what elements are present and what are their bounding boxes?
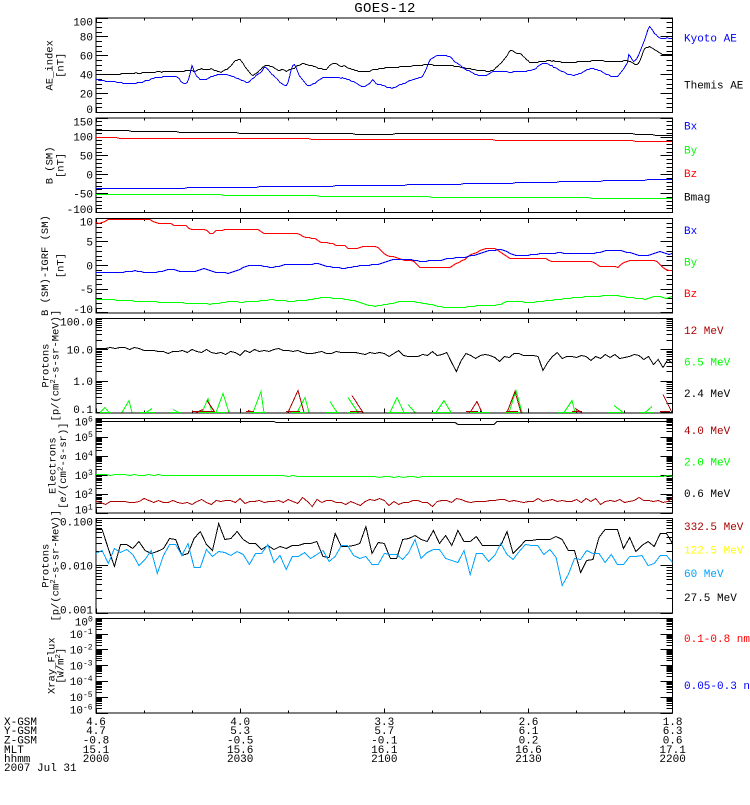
svg-text:B (SM): B (SM) — [45, 146, 57, 184]
svg-text:4.0: 4.0 — [230, 717, 250, 729]
svg-text:4.7: 4.7 — [86, 726, 106, 738]
svg-text:Y-GSM: Y-GSM — [4, 726, 37, 738]
svg-text:100: 100 — [73, 133, 93, 145]
svg-text:0.100: 0.100 — [60, 518, 93, 530]
svg-text:17.1: 17.1 — [659, 745, 686, 757]
svg-text:0.2: 0.2 — [519, 736, 539, 748]
svg-text:Z-GSM: Z-GSM — [4, 736, 37, 748]
svg-text:[nT]: [nT] — [56, 53, 68, 78]
svg-text:2030: 2030 — [227, 754, 253, 766]
svg-text:Bx: Bx — [684, 122, 698, 134]
svg-text:3.3: 3.3 — [374, 717, 394, 729]
svg-text:[p/(cm2​-s-sr-MeV)]: [p/(cm2​-s-sr-MeV)] — [50, 310, 63, 422]
svg-text:2100: 2100 — [371, 754, 397, 766]
svg-text:[p/(cm2​-s-sr-MeV)]: [p/(cm2​-s-sr-MeV)] — [50, 510, 63, 622]
svg-text:15.6: 15.6 — [227, 745, 253, 757]
svg-text:Kyoto AE: Kyoto AE — [684, 33, 737, 45]
svg-text:Protons: Protons — [40, 544, 52, 588]
svg-text:0.001: 0.001 — [60, 605, 93, 617]
svg-text:-100: -100 — [67, 205, 93, 217]
svg-text:0: 0 — [86, 171, 93, 183]
svg-text:0.05-0.3 nm: 0.05-0.3 nm — [684, 681, 750, 693]
svg-text:Bz: Bz — [684, 169, 697, 181]
svg-text:Themis AE: Themis AE — [684, 81, 744, 93]
svg-text:20: 20 — [80, 89, 93, 101]
svg-text:GOES-12: GOES-12 — [354, 1, 416, 17]
svg-text:0.6: 0.6 — [663, 736, 683, 748]
svg-text:16.1: 16.1 — [371, 745, 398, 757]
svg-text:AE_index: AE_index — [45, 40, 57, 90]
svg-text:332.5 MeV: 332.5 MeV — [684, 522, 744, 534]
svg-text:1.8: 1.8 — [663, 717, 683, 729]
svg-text:0: 0 — [86, 105, 93, 117]
svg-text:B (SM)-IGRF (SM): B (SM)-IGRF (SM) — [40, 215, 52, 316]
svg-text:0.1-0.8 nm: 0.1-0.8 nm — [684, 634, 750, 646]
svg-text:0.6 MeV: 0.6 MeV — [684, 489, 731, 501]
svg-text:4.0 MeV: 4.0 MeV — [684, 426, 731, 438]
svg-text:MLT: MLT — [4, 745, 24, 757]
svg-text:16.6: 16.6 — [515, 745, 541, 757]
svg-text:60: 60 — [80, 52, 93, 64]
svg-text:0.010: 0.010 — [60, 561, 93, 573]
svg-text:6.3: 6.3 — [663, 726, 683, 738]
svg-text:Bmag: Bmag — [684, 193, 710, 205]
svg-text:[e/(cm2​-s-sr)]: [e/(cm2​-s-sr)] — [58, 422, 71, 508]
svg-text:0.1: 0.1 — [73, 405, 93, 417]
svg-text:27.5 MeV: 27.5 MeV — [684, 593, 737, 605]
svg-text:4.6: 4.6 — [86, 717, 106, 729]
svg-text:By: By — [684, 257, 698, 269]
svg-text:Protons: Protons — [40, 344, 52, 388]
svg-text:40: 40 — [80, 71, 93, 83]
svg-text:10.0: 10.0 — [67, 346, 93, 358]
svg-text:2200: 2200 — [659, 754, 685, 766]
svg-text:12 MeV: 12 MeV — [684, 326, 724, 338]
svg-text:2007 Jul 31: 2007 Jul 31 — [4, 763, 77, 775]
svg-text:122.5 MeV: 122.5 MeV — [684, 546, 744, 558]
svg-text:[nT]: [nT] — [56, 153, 68, 178]
svg-text:Bz: Bz — [684, 289, 697, 301]
svg-text:60 MeV: 60 MeV — [684, 569, 724, 581]
svg-text:hhmm: hhmm — [4, 754, 31, 766]
svg-text:80: 80 — [80, 33, 93, 45]
svg-text:-50: -50 — [73, 190, 93, 202]
svg-text:6.5 MeV: 6.5 MeV — [684, 357, 731, 369]
svg-text:50: 50 — [80, 152, 93, 164]
svg-text:2000: 2000 — [83, 754, 109, 766]
svg-text:2.6: 2.6 — [519, 717, 539, 729]
svg-text:-0.5: -0.5 — [227, 736, 253, 748]
svg-text:2.0 MeV: 2.0 MeV — [684, 457, 731, 469]
svg-text:-0.1: -0.1 — [371, 736, 398, 748]
svg-text:Xray_Flux: Xray_Flux — [46, 637, 58, 694]
svg-text:1.0: 1.0 — [73, 377, 93, 389]
svg-text:10: 10 — [80, 218, 93, 230]
svg-text:15.1: 15.1 — [83, 745, 110, 757]
svg-text:5.3: 5.3 — [230, 726, 250, 738]
svg-text:X-GSM: X-GSM — [4, 717, 37, 729]
svg-text:5: 5 — [86, 238, 93, 250]
svg-text:100: 100 — [73, 17, 93, 29]
svg-text:-10: -10 — [73, 305, 93, 317]
svg-text:-0.8: -0.8 — [83, 736, 109, 748]
svg-text:5.7: 5.7 — [374, 726, 394, 738]
svg-text:0: 0 — [86, 261, 93, 273]
svg-text:Bx: Bx — [684, 226, 698, 238]
svg-text:6.1: 6.1 — [519, 726, 539, 738]
svg-text:[nT]: [nT] — [56, 253, 68, 278]
svg-text:-5: -5 — [80, 285, 93, 297]
svg-text:[W/m2​]: [W/m2​] — [55, 648, 67, 684]
svg-text:By: By — [684, 145, 698, 157]
svg-text:2130: 2130 — [515, 754, 541, 766]
svg-text:150: 150 — [73, 117, 93, 129]
svg-text:Electrons: Electrons — [48, 437, 60, 494]
svg-text:100.0: 100.0 — [60, 318, 93, 330]
svg-text:2.4 MeV: 2.4 MeV — [684, 389, 731, 401]
